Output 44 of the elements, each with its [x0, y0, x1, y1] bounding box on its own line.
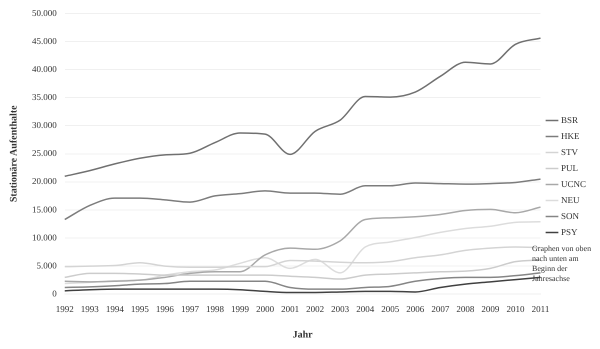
x-tick-label: 2006	[406, 304, 425, 314]
y-tick-label: 30.000	[32, 120, 58, 130]
x-axis-title: Jahr	[292, 330, 314, 341]
x-tick-label: 2009	[481, 304, 500, 314]
legend-label: HKE	[560, 130, 580, 141]
x-tick-label: 2008	[456, 304, 475, 314]
x-tick-label: 1992	[56, 304, 74, 314]
x-tick-label: 2002	[306, 304, 324, 314]
line-series	[64, 178, 542, 220]
y-tick-label: 0	[52, 288, 58, 299]
legend-label: PUL	[560, 162, 578, 173]
x-tick-label: 2000	[256, 304, 275, 314]
x-tick-label: 2005	[381, 304, 400, 314]
y-tick-label: 50.000	[32, 8, 58, 18]
x-tick-label: 1993	[80, 304, 100, 314]
x-tick-label: 2003	[331, 304, 350, 314]
x-tick-label: 2010	[506, 304, 525, 314]
y-tick-label: 5.000	[36, 260, 58, 270]
y-tick-label: 45.000	[32, 36, 58, 46]
y-tick-label: 15.000	[32, 204, 58, 214]
x-tick-label: 2001	[281, 304, 300, 314]
legend-label: STV	[560, 146, 578, 157]
y-tick-label: 35.000	[32, 92, 58, 102]
x-tick-label: 2011	[532, 304, 550, 314]
legend-label: UCNC	[560, 178, 586, 189]
x-tick-label: 1994	[106, 304, 124, 314]
y-tick-label: 20.000	[32, 176, 58, 186]
x-tick-label: 1996	[156, 304, 174, 314]
x-tick-label: 1998	[206, 304, 224, 314]
x-tick-label: 1995	[130, 304, 150, 314]
x-tick-label: 2007	[431, 304, 450, 314]
y-tick-label: 40.000	[32, 64, 58, 74]
line-series	[64, 37, 542, 178]
legend-label: BSR	[560, 114, 578, 125]
x-tick-label: 1997	[180, 304, 200, 314]
annotation: Graphen von oben nach unten am Beginn der Jahresachse	[532, 244, 592, 284]
legend-label: SON	[560, 210, 580, 221]
x-tick-label: 1999	[231, 304, 250, 314]
y-axis-title: Stationäre Aufenthalte	[8, 104, 20, 202]
y-tick-label: 25.000	[32, 148, 58, 158]
y-tick-label: 10.000	[32, 232, 58, 242]
x-tick-label: 2004	[356, 304, 375, 314]
legend-label: PSY	[560, 226, 578, 237]
legend-label: NEU	[560, 194, 580, 205]
